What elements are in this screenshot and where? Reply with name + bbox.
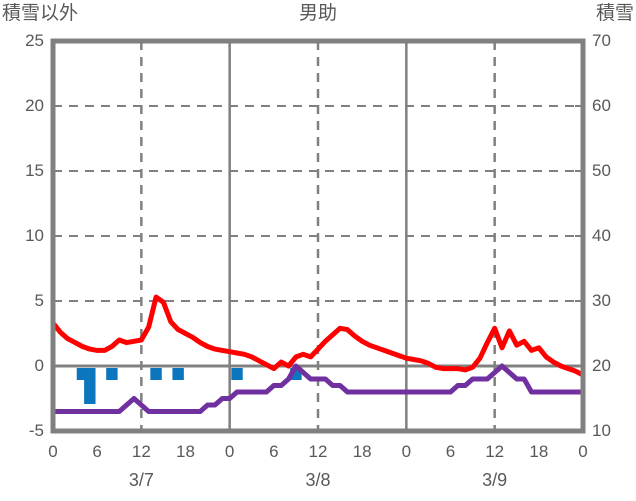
x-axis-tick-9: 6 bbox=[445, 442, 456, 461]
x-axis-tick-11: 18 bbox=[529, 442, 549, 461]
y-axis-right-tick-30: 30 bbox=[592, 291, 611, 310]
x-axis-tick-5: 6 bbox=[269, 442, 279, 461]
x-axis-tick-0: 0 bbox=[48, 442, 58, 461]
x-axis-tick-10: 12 bbox=[485, 442, 505, 461]
y-axis-left-tick-5: 5 bbox=[34, 291, 44, 310]
gridlines bbox=[53, 41, 583, 431]
x-axis-tick-6: 12 bbox=[308, 442, 328, 461]
y-axis-right-tick-50: 50 bbox=[592, 161, 611, 180]
data-lines bbox=[50, 294, 586, 414]
x-axis-tick-7: 18 bbox=[352, 442, 372, 461]
x-axis-tick-3: 18 bbox=[176, 442, 195, 461]
x-axis-day-label-0: 3/7 bbox=[128, 470, 154, 490]
x-axis-tick-4: 0 bbox=[224, 442, 235, 461]
plot-frame bbox=[50, 38, 586, 434]
right-axis-title: 積雪 bbox=[595, 3, 634, 24]
left-axis-title: 積雪以外 bbox=[2, 3, 79, 24]
y-axis-right-tick-60: 60 bbox=[592, 96, 611, 115]
y-axis-left-tick-10: 10 bbox=[25, 226, 44, 245]
y-axis-right-tick-40: 40 bbox=[592, 226, 611, 245]
x-axis-tick-1: 6 bbox=[92, 442, 102, 461]
y-axis-left-tick--5: -5 bbox=[28, 421, 44, 440]
x-axis-tick-2: 12 bbox=[131, 442, 151, 461]
y-axis-left-tick-20: 20 bbox=[25, 96, 44, 115]
y-axis-right-tick-20: 20 bbox=[592, 356, 611, 375]
x-axis-tick-12: 0 bbox=[578, 442, 588, 461]
y-axis-right-tick-70: 70 bbox=[592, 31, 611, 50]
y-axis-left-tick-0: 0 bbox=[34, 356, 44, 375]
x-axis-tick-8: 0 bbox=[401, 442, 412, 461]
chart-title: 男助 bbox=[298, 3, 337, 24]
x-axis-day-label-1: 3/8 bbox=[305, 470, 331, 490]
y-axis-left-tick-25: 25 bbox=[25, 31, 44, 50]
y-axis-left-tick-15: 15 bbox=[25, 161, 44, 180]
y-axis-right-tick-10: 10 bbox=[592, 421, 611, 440]
x-axis-day-label-2: 3/9 bbox=[482, 470, 508, 490]
precipitation-bars bbox=[76, 368, 302, 404]
